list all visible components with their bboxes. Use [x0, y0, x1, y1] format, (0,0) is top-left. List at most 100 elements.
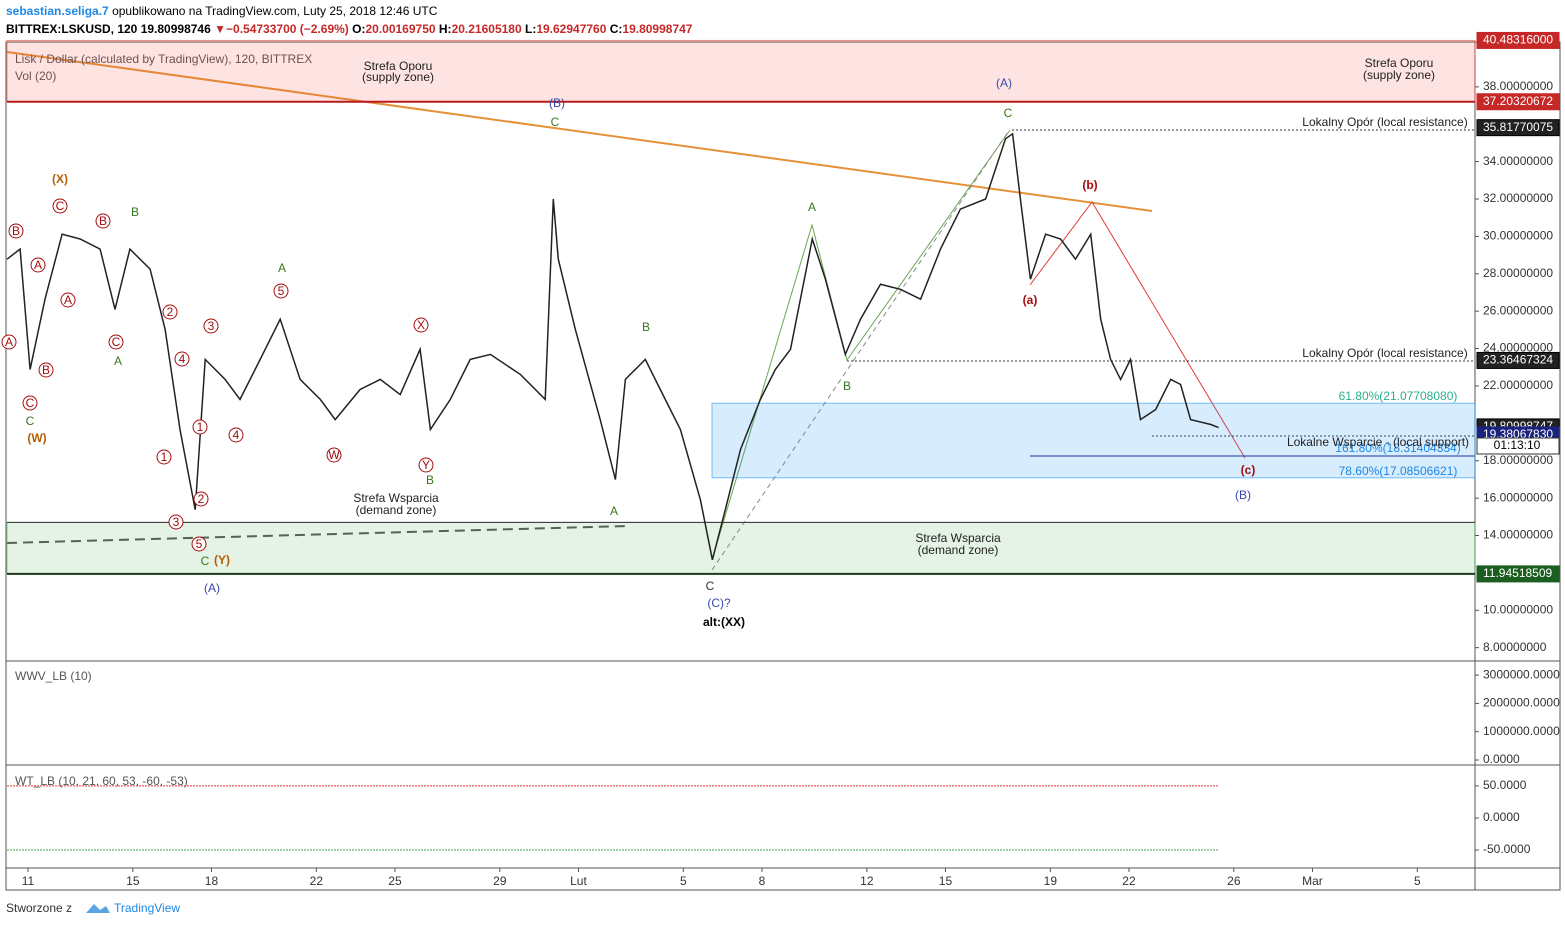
author[interactable]: sebastian.seliga.7: [6, 4, 109, 18]
y-tick-label: 3000000.0000: [1483, 667, 1560, 681]
circle-marker: [8, 223, 24, 239]
pane-title: WT_LB (10, 21, 60, 53, -60, -53): [15, 774, 188, 788]
l-label: L:: [524, 22, 537, 36]
circled-label: C: [26, 396, 35, 410]
wave-label: A: [114, 354, 122, 368]
x-tick-label: 25: [388, 874, 402, 888]
price-badge-label: 40.48316000: [1483, 33, 1553, 47]
x-tick-label: 29: [493, 874, 507, 888]
circle-marker: [38, 362, 54, 378]
zone-text: 78.60%(17.08506621): [1339, 464, 1458, 478]
trend-line: [6, 51, 1153, 212]
circle-marker: [156, 449, 172, 465]
wave-label: (A): [204, 581, 220, 595]
wave-label: B: [131, 205, 139, 219]
y-tick-label: 32.00000000: [1483, 191, 1553, 205]
circled-label: Y: [422, 458, 430, 472]
close: 19.80998747: [622, 22, 693, 36]
x-tick-label: 15: [126, 874, 140, 888]
circle-marker: [203, 318, 219, 334]
circle-marker: [228, 427, 244, 443]
wave-label: C: [201, 554, 210, 568]
pane-title: WWV_LB (10): [15, 669, 92, 683]
circle-marker: [60, 292, 76, 308]
zone-text: (demand zone): [356, 503, 437, 517]
circle-marker: [418, 457, 434, 473]
wave-label: (W): [27, 431, 46, 445]
logo: [86, 904, 110, 913]
circled-label: 3: [208, 319, 215, 333]
zone: [6, 39, 1476, 103]
zone-text: (demand zone): [918, 543, 999, 557]
zone-text: (supply zone): [1363, 68, 1435, 82]
circled-label: X: [417, 318, 425, 332]
brand[interactable]: TradingView: [114, 901, 180, 915]
arrow: ▼: [214, 22, 227, 36]
low: 19.62947760: [536, 22, 607, 36]
y-tick-label: 0.0000: [1483, 810, 1520, 824]
published: opublikowano na TradingView.com, Luty 25…: [112, 4, 438, 18]
y-tick-label: 24.00000000: [1483, 341, 1553, 355]
y-tick-label: 10.00000000: [1483, 602, 1553, 616]
x-tick-label: 19: [1044, 874, 1058, 888]
circle-marker: [413, 317, 429, 333]
frame: [5, 41, 1561, 891]
zone-text: Lokalne Wsparcie - (local support): [1287, 435, 1469, 449]
x-tick-label: 5: [1414, 874, 1421, 888]
x-tick-label: 22: [1122, 874, 1136, 888]
x-tick-label: 11: [22, 874, 35, 888]
circle-marker: [22, 395, 38, 411]
wave-label: (B): [549, 96, 565, 110]
circle-marker: [162, 304, 178, 320]
wave-label: (c): [1241, 463, 1256, 477]
circle-marker: [1, 334, 17, 350]
circle-marker: [174, 351, 190, 367]
zone-text: Strefa Wsparcia: [353, 491, 439, 505]
circle-marker: [168, 514, 184, 530]
open: 20.00169750: [365, 22, 436, 36]
countdown-badge: [1476, 437, 1560, 455]
price-badge-label: 23.36467324: [1483, 353, 1553, 367]
circle-marker: [192, 419, 208, 435]
y-tick-label: 38.00000000: [1483, 79, 1553, 93]
y-tick-label: 22.00000000: [1483, 378, 1553, 392]
circled-label: 4: [179, 352, 186, 366]
o-label: O:: [352, 22, 366, 36]
countdown: 01:13:10: [1494, 438, 1541, 452]
chart-title: Lisk / Dollar (calculated by TradingView…: [15, 52, 312, 66]
y-tick-label: 34.00000000: [1483, 154, 1553, 168]
wave-label: (B): [1235, 488, 1251, 502]
price-badge-label: 11.94518509: [1483, 566, 1553, 580]
y-tick-label: 18.00000000: [1483, 453, 1553, 467]
circled-label: B: [99, 214, 107, 228]
y-tick-label: -50.0000: [1483, 842, 1531, 856]
circled-label: 5: [278, 284, 285, 298]
x-tick-label: 12: [860, 874, 874, 888]
wave-label: (X): [52, 172, 68, 186]
wave-label: (Y): [214, 553, 230, 567]
zone-text: 161.80%(18.31404334): [1335, 441, 1460, 455]
x-tick-label: 22: [310, 874, 324, 888]
wave-label: C: [551, 115, 560, 129]
wave-label: A: [278, 261, 286, 275]
y-tick-label: 0.0000: [1483, 752, 1520, 766]
y-tick-label: 28.00000000: [1483, 266, 1553, 280]
price-badge: [1476, 351, 1560, 369]
last: 19.80998746: [140, 22, 211, 36]
circle-marker: [52, 198, 68, 214]
price-badge-label: 35.81770075: [1483, 120, 1553, 134]
circled-label: 1: [161, 450, 168, 464]
circle-marker: [326, 447, 342, 463]
change: −0.54733700 (−2.69%): [226, 22, 349, 36]
zone-text: Strefa Oporu: [364, 59, 433, 73]
circle-marker: [95, 213, 111, 229]
price-line: [6, 132, 1219, 560]
zone-text: Lokalny Opór (local resistance): [1302, 346, 1467, 360]
x-tick-label: 18: [205, 874, 219, 888]
circle-marker: [191, 536, 207, 552]
zone-text: 61.80%(21.07708080): [1339, 389, 1458, 403]
y-tick-label: 26.00000000: [1483, 303, 1553, 317]
wave-label: (b): [1082, 178, 1097, 192]
circled-label: 2: [167, 305, 174, 319]
